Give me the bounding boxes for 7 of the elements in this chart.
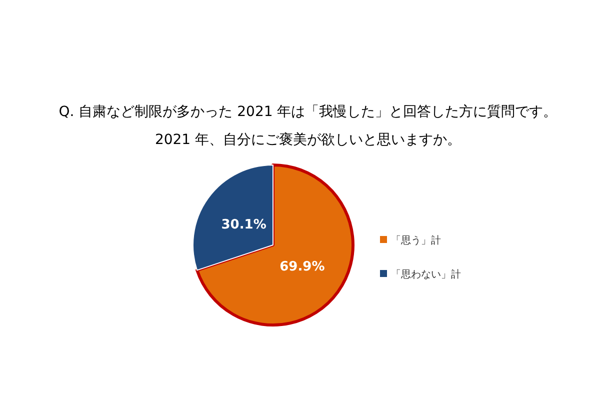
- legend-label: 「思わない」計: [391, 268, 461, 280]
- data-label: 69.9%: [280, 260, 325, 275]
- chart-title: Q. 自粛など制限が多かった 2021 年は「我慢した」と回答した方に質問です。 2021 年、自分にご褒美が欲しいと思いますか。: [58, 104, 558, 148]
- legend-label: 「思う」計: [391, 234, 441, 246]
- data-label: 30.1%: [221, 217, 266, 232]
- pie-slice: [192, 164, 274, 271]
- pie-slice: [196, 164, 354, 326]
